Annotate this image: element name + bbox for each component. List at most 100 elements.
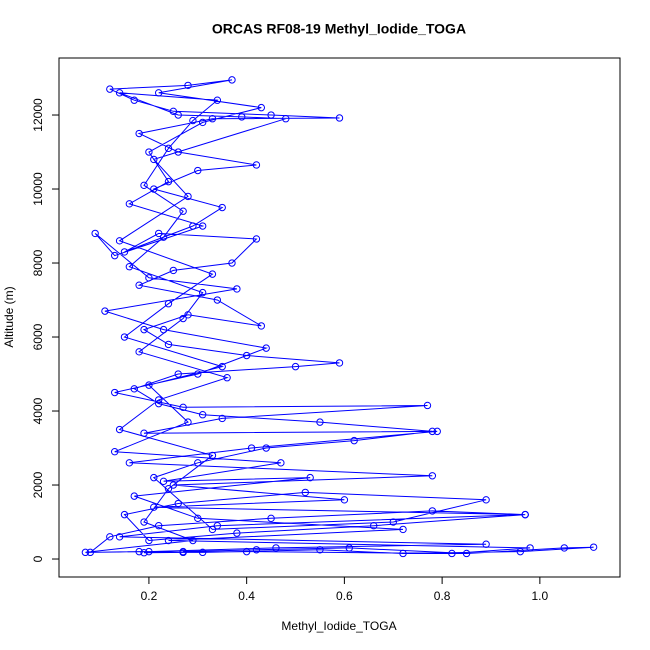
data-point xyxy=(169,266,178,275)
y-tick-label: 12000 xyxy=(31,98,45,132)
data-point xyxy=(184,81,192,90)
data-point xyxy=(252,235,261,243)
data-point xyxy=(125,263,134,271)
data-point xyxy=(115,237,124,245)
data-point xyxy=(448,549,456,558)
data-point xyxy=(316,546,324,554)
data-point xyxy=(120,248,129,256)
data-point xyxy=(198,288,207,297)
data-point xyxy=(189,536,197,545)
data-point xyxy=(267,514,275,523)
data-point xyxy=(159,233,168,241)
data-point xyxy=(526,544,534,552)
data-point xyxy=(194,370,202,378)
data-point xyxy=(179,403,187,412)
data-point xyxy=(389,518,397,526)
data-point xyxy=(267,111,275,119)
y-tick-label: 8000 xyxy=(31,249,45,276)
data-point xyxy=(86,548,94,557)
x-tick-label: 1.0 xyxy=(532,589,549,603)
data-point xyxy=(198,548,207,557)
data-point xyxy=(218,414,226,423)
data-point xyxy=(213,296,222,304)
data-point xyxy=(198,411,207,419)
data-point xyxy=(135,129,143,138)
data-point xyxy=(218,362,226,371)
data-point xyxy=(462,549,471,558)
data-point xyxy=(189,116,197,125)
data-point xyxy=(184,192,192,201)
data-point xyxy=(335,359,344,367)
data-point xyxy=(242,351,251,360)
data-point xyxy=(81,548,90,557)
data-point xyxy=(179,207,187,215)
y-tick-label: 10000 xyxy=(31,172,45,206)
data-point xyxy=(428,507,437,515)
data-point xyxy=(247,444,256,452)
data-point xyxy=(154,229,163,238)
data-point xyxy=(252,546,261,554)
data-point xyxy=(194,459,202,467)
x-tick-label: 0.8 xyxy=(434,589,451,603)
data-point xyxy=(257,103,266,112)
data-point xyxy=(125,200,134,208)
data-point xyxy=(169,107,178,116)
data-point xyxy=(208,451,217,460)
data-point xyxy=(145,547,153,556)
data-point xyxy=(145,274,153,282)
data-point xyxy=(145,381,153,389)
y-tick-label: 0 xyxy=(31,555,45,562)
data-point xyxy=(179,314,187,323)
data-point xyxy=(208,115,217,123)
data-point xyxy=(140,518,148,526)
data-point xyxy=(120,333,129,341)
data-point xyxy=(135,547,143,556)
data-point xyxy=(150,185,158,193)
data-point xyxy=(399,549,407,558)
data-point xyxy=(164,144,173,153)
data-point xyxy=(106,533,114,541)
data-point xyxy=(521,510,529,519)
data-point xyxy=(150,473,158,482)
data-point xyxy=(115,533,124,541)
data-point xyxy=(228,76,236,84)
y-tick-label: 6000 xyxy=(31,323,45,350)
data-point xyxy=(111,448,119,456)
data-point xyxy=(145,536,153,545)
data-point xyxy=(428,427,437,436)
data-point xyxy=(198,118,207,127)
data-point xyxy=(174,111,182,119)
data-point xyxy=(589,543,598,551)
data-point xyxy=(208,525,217,534)
data-point xyxy=(301,488,309,497)
data-point xyxy=(150,503,158,511)
data-point xyxy=(516,547,525,556)
data-point xyxy=(184,418,192,426)
data-point xyxy=(213,522,222,530)
data-point xyxy=(145,148,153,156)
data-point xyxy=(135,348,143,356)
data-point xyxy=(291,362,300,371)
data-point xyxy=(335,114,344,122)
data-point xyxy=(130,385,138,393)
data-point xyxy=(140,181,148,190)
y-tick-label: 2000 xyxy=(31,471,45,498)
data-point xyxy=(194,166,202,175)
data-point xyxy=(174,370,182,378)
data-point xyxy=(140,549,148,557)
data-point xyxy=(213,96,222,104)
data-point xyxy=(154,396,163,404)
data-point xyxy=(218,203,226,212)
data-point xyxy=(179,548,187,557)
data-point xyxy=(101,307,109,315)
data-point xyxy=(115,425,124,434)
chart-title: ORCAS RF08-19 Methyl_Iodide_TOGA xyxy=(212,21,466,37)
x-tick-label: 0.6 xyxy=(336,589,353,603)
data-point xyxy=(174,499,182,508)
data-point xyxy=(115,89,124,97)
data-point xyxy=(306,473,314,482)
data-point xyxy=(282,115,290,123)
data-point xyxy=(428,472,437,480)
data-point xyxy=(111,388,119,397)
data-point xyxy=(159,477,168,486)
